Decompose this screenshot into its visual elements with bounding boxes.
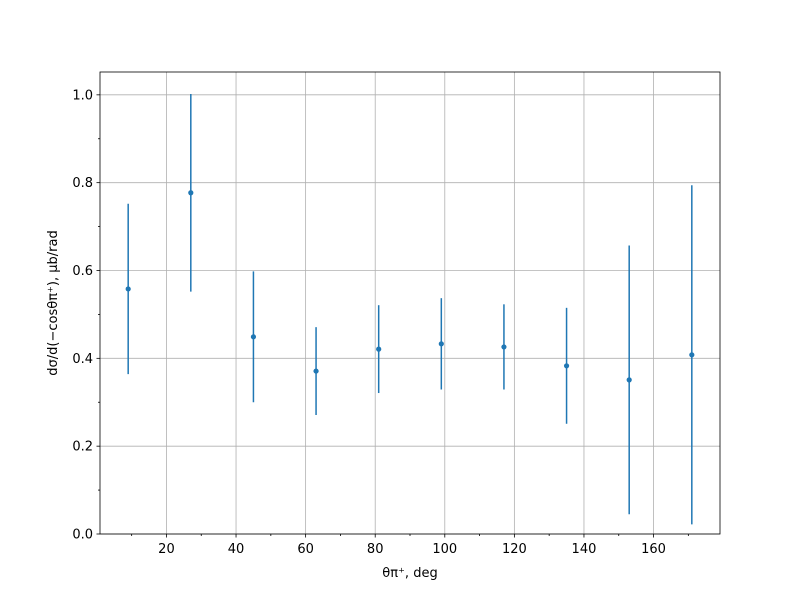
x-tick-label: 80 bbox=[367, 542, 384, 557]
y-tick-label: 0.2 bbox=[72, 440, 93, 455]
data-point bbox=[501, 344, 507, 350]
grid bbox=[100, 72, 720, 535]
y-axis-label: dσ/d(−cosθπ⁺), μb/rad bbox=[46, 230, 61, 375]
data-point bbox=[438, 341, 444, 347]
x-tick-label: 140 bbox=[572, 542, 597, 557]
y-tick-label: 0.4 bbox=[72, 352, 93, 367]
data-point bbox=[563, 363, 570, 369]
x-tick-label: 20 bbox=[158, 542, 175, 557]
data-point bbox=[250, 334, 257, 340]
data-point bbox=[125, 286, 131, 292]
marks bbox=[125, 93, 695, 525]
y-tick-label: 0.6 bbox=[72, 264, 93, 279]
x-axis-label: θπ⁺, deg bbox=[382, 566, 437, 581]
x-tick-label: 120 bbox=[502, 542, 527, 557]
data-point bbox=[313, 368, 319, 374]
y-tick-label: 0.0 bbox=[72, 528, 93, 543]
x-tick-label: 160 bbox=[641, 542, 666, 557]
x-tick-label: 100 bbox=[432, 542, 457, 557]
y-tick-label: 1.0 bbox=[72, 88, 93, 103]
data-point bbox=[689, 352, 695, 358]
x-tick-label: 60 bbox=[297, 542, 314, 557]
data-point bbox=[626, 377, 632, 383]
x-tick-label: 40 bbox=[228, 542, 245, 557]
data-point bbox=[376, 346, 382, 352]
y-tick-label: 0.8 bbox=[72, 176, 93, 191]
data-point bbox=[188, 190, 194, 196]
